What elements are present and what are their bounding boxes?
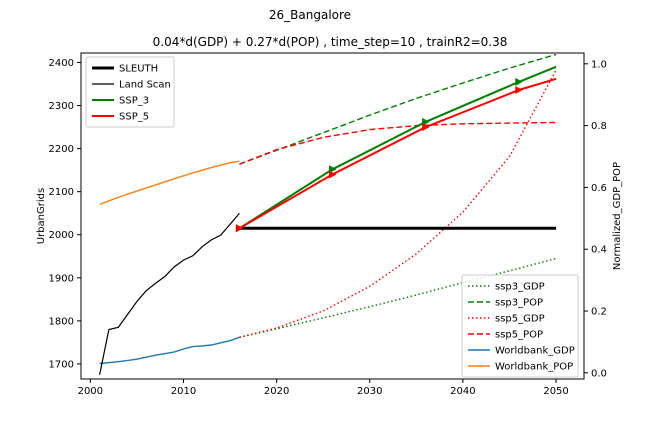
series-ssp-5-marker xyxy=(422,123,430,132)
right-y-axis: 0.0 0.2 0.4 0.6 0.8 1.0 xyxy=(584,59,607,379)
right-axis-series xyxy=(99,53,557,365)
legend-label-worldbank-pop: Worldbank_POP xyxy=(495,362,573,373)
x-tick-label: 2000 xyxy=(78,386,103,397)
series-ssp-5-marker xyxy=(235,224,244,233)
legend-label-ssp5-gdp: ssp5_GDP xyxy=(495,314,545,325)
right-y-tick-label: 0.8 xyxy=(591,121,607,132)
legend-frame xyxy=(461,274,579,378)
left-y-axis: 1700 1800 1900 2000 2100 2200 2300 2400 xyxy=(49,58,81,370)
series-ssp-3-marker xyxy=(515,77,523,86)
series-ssp3-pop xyxy=(239,53,557,165)
right-y-tick-label: 0.4 xyxy=(591,245,607,256)
right-y-tick-label: 0.6 xyxy=(591,183,607,194)
left-y-tick-label: 2400 xyxy=(49,58,74,69)
legend-label-land-scan: Land Scan xyxy=(119,80,171,91)
series-ssp5-pop xyxy=(239,121,557,165)
legend-label-ssp5-pop: ssp5_POP xyxy=(495,330,543,341)
legend-label-ssp3-pop: ssp3_POP xyxy=(495,298,543,309)
series-ssp-5-marker xyxy=(515,86,523,95)
right-y-tick-label: 0.0 xyxy=(591,368,607,379)
x-axis: 2000 2010 2020 2030 2040 2050 xyxy=(78,379,569,397)
legend-frame xyxy=(85,56,175,128)
legend-label-sleuth: SLEUTH xyxy=(119,64,158,75)
series-worldbank-pop xyxy=(99,160,240,206)
legend-label-ssp-3: SSP_3 xyxy=(119,96,149,107)
legend-label-ssp-5: SSP_5 xyxy=(119,112,149,123)
x-tick-label: 2010 xyxy=(171,386,196,397)
legend-label-worldbank-gdp: Worldbank_GDP xyxy=(495,346,575,357)
x-tick-label: 2020 xyxy=(264,386,289,397)
left-y-tick-label: 1900 xyxy=(49,273,74,284)
left-y-tick-label: 1700 xyxy=(49,359,74,370)
left-y-tick-label: 1800 xyxy=(49,316,74,327)
series-worldbank-gdp xyxy=(99,336,240,365)
series-ssp5-gdp xyxy=(239,69,557,338)
series-ssp-5 xyxy=(238,77,557,230)
legend-right: ssp3_GDP ssp3_POP ssp5_GDP ssp5_POP Worldban… xyxy=(461,274,579,378)
legend-left: SLEUTH Land Scan SSP_3 SSP_5 xyxy=(85,56,175,128)
series-land-scan xyxy=(99,212,240,375)
chart-title: 0.04*d(GDP) + 0.27*d(POP) , time_step=10… xyxy=(153,35,508,49)
x-tick-label: 2040 xyxy=(450,386,475,397)
left-y-tick-label: 2200 xyxy=(49,144,74,155)
series-ssp-5-marker xyxy=(329,170,337,179)
series-ssp-3-marker xyxy=(329,165,337,174)
left-y-axis-label: UrbanGrids xyxy=(36,188,47,244)
right-y-tick-label: 1.0 xyxy=(591,59,607,70)
x-tick-label: 2050 xyxy=(543,386,568,397)
left-y-tick-label: 2000 xyxy=(49,230,74,241)
right-y-axis-label: Normalized_GDP_POP xyxy=(612,162,623,270)
left-axis-series xyxy=(99,65,557,375)
right-y-tick-label: 0.2 xyxy=(591,307,607,318)
left-y-tick-label: 2300 xyxy=(49,101,74,112)
left-y-tick-label: 2100 xyxy=(49,187,74,198)
series-ssp-3-marker xyxy=(422,117,430,126)
chart-suptitle: 26_Bangalore xyxy=(269,8,351,22)
x-tick-label: 2030 xyxy=(357,386,382,397)
legend-label-ssp3-gdp: ssp3_GDP xyxy=(495,282,545,293)
plot-frame xyxy=(80,52,585,380)
